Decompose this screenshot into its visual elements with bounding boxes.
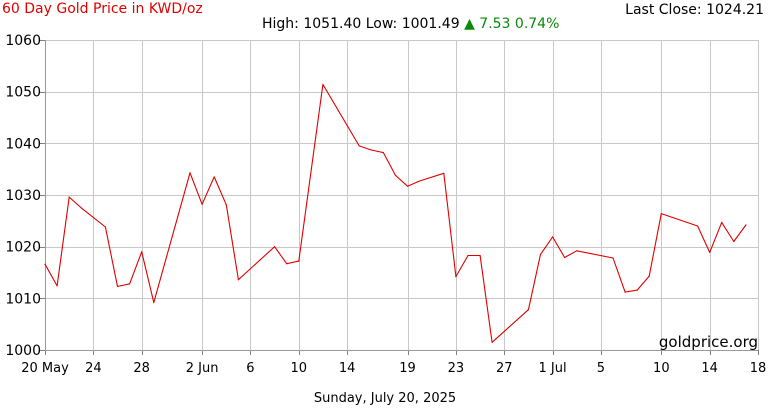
x-tick-label: 20 May (21, 361, 69, 376)
data-point (128, 283, 131, 285)
x-tick-label: 19 (399, 361, 416, 376)
y-tick-label: 1000 (5, 343, 41, 359)
y-tick-label: 1020 (5, 240, 41, 256)
data-point (56, 285, 58, 287)
data-point (612, 257, 614, 259)
data-point (370, 149, 372, 151)
chart-grid (45, 40, 759, 351)
x-tick-label: 18 (750, 361, 767, 376)
data-point (527, 309, 529, 311)
data-point (394, 174, 397, 176)
data-point (660, 213, 662, 215)
x-tick-label: 10 (291, 361, 308, 376)
data-point (636, 289, 638, 291)
x-tick-label: 27 (496, 361, 513, 376)
gold-price-line (44, 83, 747, 343)
data-point (68, 196, 70, 198)
x-tick-label: 14 (701, 361, 718, 376)
high-value: 1051.40 (303, 16, 362, 32)
y-tick-label: 1040 (5, 136, 41, 152)
data-point (237, 279, 239, 281)
data-point (141, 251, 143, 253)
data-point (455, 276, 457, 278)
data-point (213, 176, 215, 178)
data-point (322, 83, 324, 86)
y-axis-labels: 1000 1010 1020 1030 1040 1050 1060 (5, 33, 41, 359)
chart-title: 60 Day Gold Price in KWD/oz (2, 1, 203, 17)
data-point (80, 207, 82, 209)
data-point (551, 236, 554, 238)
last-close-readout: Last Close: 1024.21 (625, 2, 764, 18)
data-point (358, 145, 360, 147)
last-close-label: Last Close: (625, 2, 702, 18)
data-point (467, 254, 469, 257)
data-point (733, 240, 735, 243)
data-point (564, 256, 566, 259)
data-point (709, 251, 711, 253)
data-point (491, 341, 493, 343)
y-tick-label: 1060 (5, 33, 41, 49)
change-value: 7.53 (479, 16, 511, 32)
data-point (648, 275, 650, 277)
data-point (44, 263, 46, 265)
data-point (225, 204, 227, 206)
x-tick-label: 24 (85, 361, 102, 376)
y-tick-label: 1030 (5, 188, 41, 204)
chart-series (44, 83, 747, 343)
x-tick-label: 1 Jul (539, 361, 567, 376)
data-point (189, 172, 191, 174)
y-tick-label: 1010 (5, 291, 41, 307)
data-point (406, 185, 409, 187)
x-axis-labels: 20 May 24 28 2 Jun 6 10 14 19 23 27 1 Jul 5 10 14 18 (21, 361, 766, 376)
data-point (104, 226, 107, 228)
data-point (286, 263, 288, 265)
x-tick-label: 6 (246, 361, 254, 376)
footer-date: Sunday, July 20, 2025 (313, 391, 457, 406)
data-point (382, 152, 384, 154)
x-tick-label: 28 (133, 361, 150, 376)
y-tick-label: 1050 (5, 85, 41, 101)
low-value: 1001.49 (401, 16, 460, 32)
data-point (443, 172, 445, 174)
data-point (576, 250, 578, 252)
data-point (153, 301, 155, 304)
data-point (624, 291, 626, 293)
watermark: goldprice.org (658, 333, 758, 351)
data-point (696, 225, 699, 227)
data-point (721, 221, 723, 223)
data-point (116, 285, 119, 288)
change-up-arrow-icon: ▲ (464, 16, 475, 32)
x-tick-label: 2 Jun (186, 361, 219, 376)
data-point (745, 224, 747, 226)
x-tick-label: 23 (448, 361, 465, 376)
x-tick-label: 10 (653, 361, 670, 376)
data-point (274, 246, 276, 248)
data-point (298, 260, 300, 262)
x-tick-label: 14 (339, 361, 356, 376)
low-label: Low: (365, 16, 398, 32)
change-percent: 0.74% (514, 16, 560, 32)
chart-axes (40, 40, 759, 355)
data-point (479, 254, 481, 257)
x-tick-label: 5 (597, 361, 605, 376)
data-point (539, 253, 542, 256)
last-close-value: 1024.21 (706, 2, 764, 18)
high-low-readout: High: 1051.40 Low: 1001.49 ▲ 7.53 0.74% (262, 16, 559, 32)
high-label: High: (262, 16, 299, 32)
data-point (201, 203, 203, 205)
data-point (419, 180, 421, 182)
